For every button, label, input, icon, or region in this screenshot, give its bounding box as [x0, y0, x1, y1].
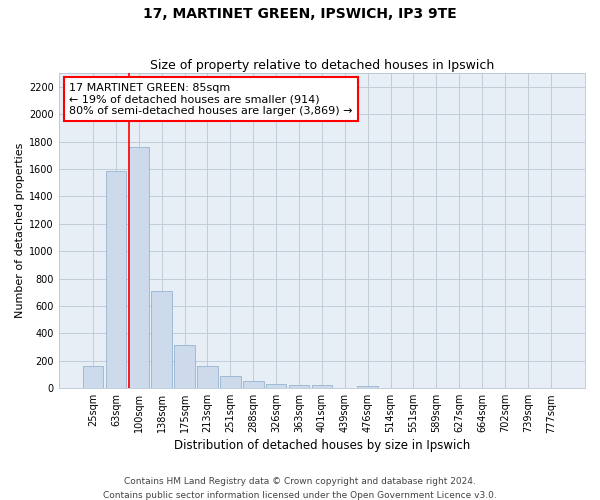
Text: Contains HM Land Registry data © Crown copyright and database right 2024.
Contai: Contains HM Land Registry data © Crown c…	[103, 478, 497, 500]
Bar	[197, 366, 218, 388]
Bar	[243, 380, 263, 388]
Bar	[83, 366, 103, 388]
Bar	[128, 147, 149, 388]
Bar	[106, 171, 126, 388]
Title: Size of property relative to detached houses in Ipswich: Size of property relative to detached ho…	[150, 59, 494, 72]
Bar	[358, 386, 378, 388]
Text: 17, MARTINET GREEN, IPSWICH, IP3 9TE: 17, MARTINET GREEN, IPSWICH, IP3 9TE	[143, 8, 457, 22]
Text: 17 MARTINET GREEN: 85sqm
← 19% of detached houses are smaller (914)
80% of semi-: 17 MARTINET GREEN: 85sqm ← 19% of detach…	[70, 82, 353, 116]
Bar	[266, 384, 286, 388]
Bar	[220, 376, 241, 388]
Bar	[151, 291, 172, 388]
Bar	[289, 385, 309, 388]
Bar	[311, 386, 332, 388]
Y-axis label: Number of detached properties: Number of detached properties	[15, 143, 25, 318]
X-axis label: Distribution of detached houses by size in Ipswich: Distribution of detached houses by size …	[174, 440, 470, 452]
Bar	[174, 345, 195, 388]
